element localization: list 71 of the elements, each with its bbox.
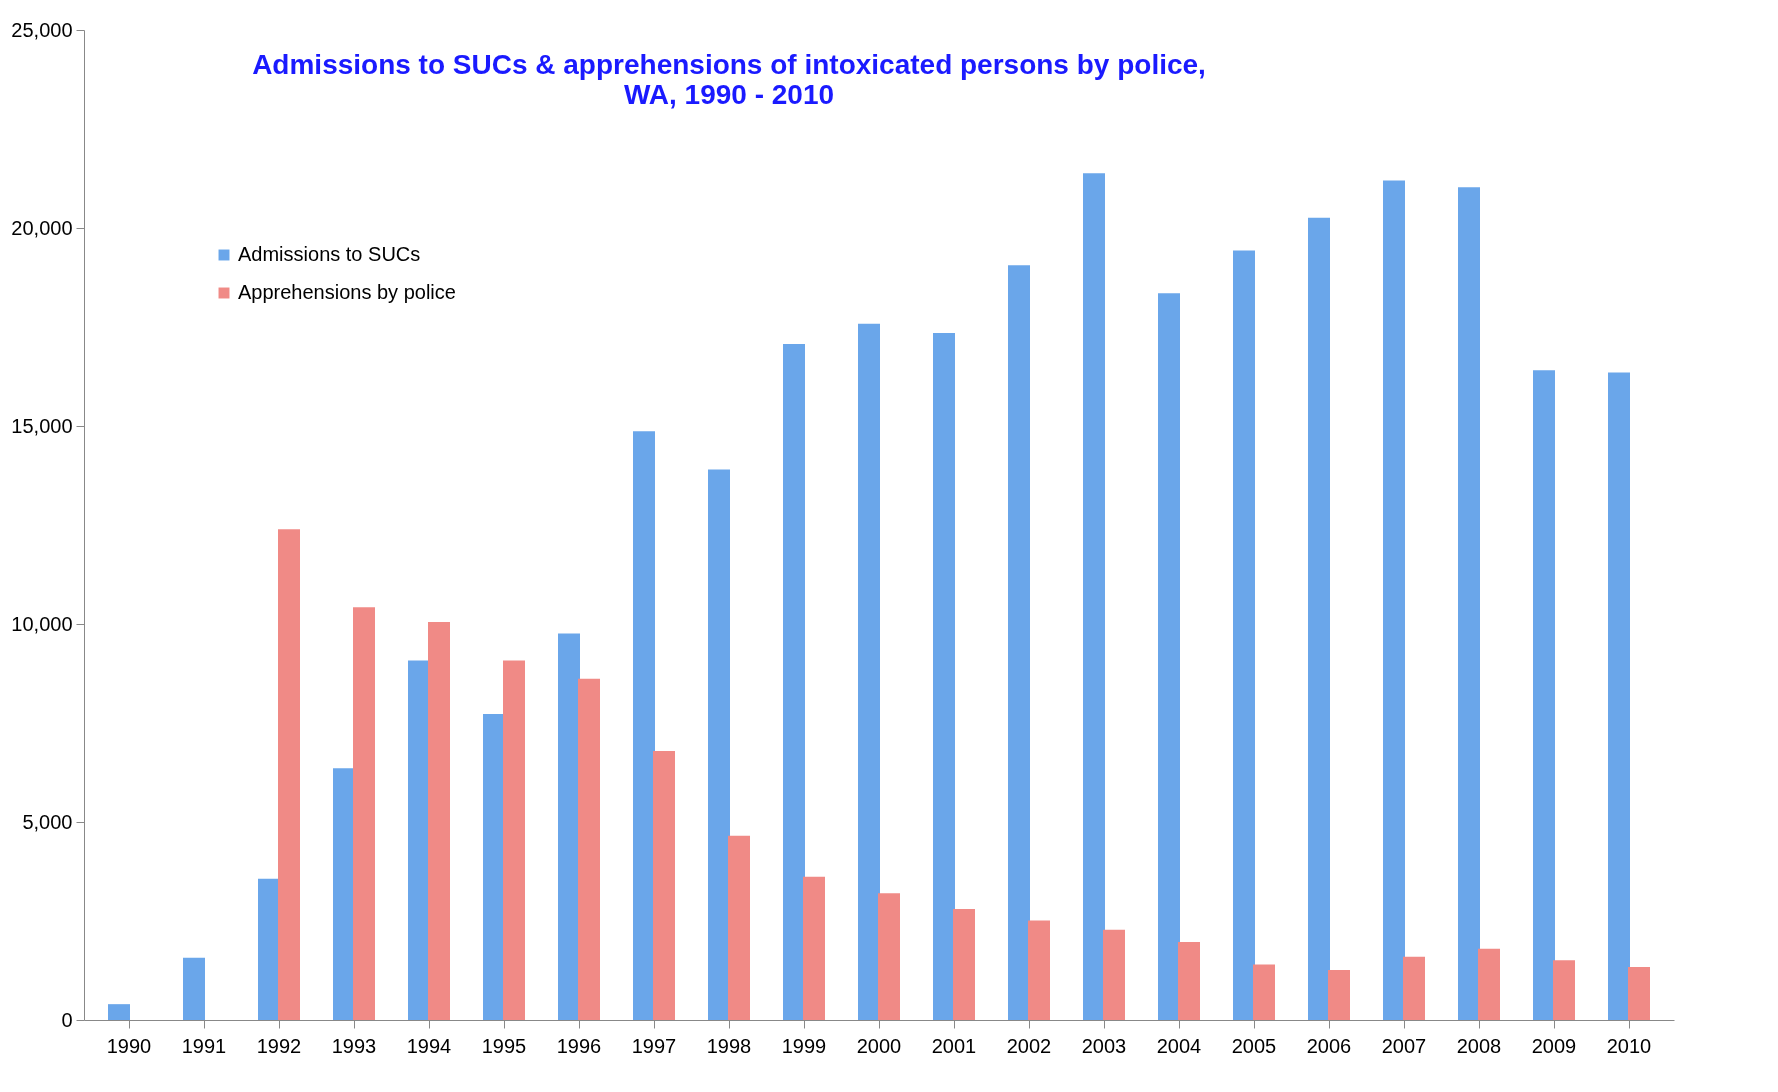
bar	[933, 332, 955, 1020]
bar	[1383, 180, 1405, 1020]
bar	[1083, 173, 1105, 1020]
bar	[1328, 970, 1350, 1020]
x-tick-label: 2007	[1381, 1034, 1427, 1057]
x-tick-label: 2002	[1006, 1034, 1052, 1057]
bar	[1458, 187, 1480, 1020]
x-tick-label: 2010	[1606, 1034, 1652, 1057]
bar	[428, 622, 450, 1020]
bar	[503, 660, 525, 1020]
x-tick-label: 2001	[931, 1034, 977, 1057]
bar	[278, 529, 300, 1020]
x-tick-label: 1998	[706, 1034, 752, 1057]
y-tick-label: 5,000	[22, 810, 73, 833]
bar	[803, 876, 825, 1020]
x-tick-label: 2005	[1231, 1034, 1277, 1057]
bar	[1028, 920, 1050, 1020]
bar	[408, 660, 430, 1020]
x-tick-label: 1996	[556, 1034, 602, 1057]
x-tick-label: 2003	[1081, 1034, 1127, 1057]
bar	[1608, 372, 1630, 1020]
legend-label: Admissions to SUCs	[238, 243, 421, 265]
bar	[258, 878, 280, 1020]
bar	[558, 633, 580, 1020]
x-tick-label: 2009	[1531, 1034, 1577, 1057]
bar	[1158, 293, 1180, 1020]
x-tick-label: 2006	[1306, 1034, 1352, 1057]
x-tick-label: 2008	[1456, 1034, 1502, 1057]
y-tick-label: 15,000	[11, 414, 73, 437]
bar	[1308, 217, 1330, 1020]
y-tick-label: 10,000	[11, 612, 73, 635]
x-tick-label: 1997	[631, 1034, 677, 1057]
bar	[633, 431, 655, 1020]
x-tick-label: 1993	[331, 1034, 377, 1057]
bar	[483, 713, 505, 1020]
bar	[353, 607, 375, 1020]
bar	[108, 1004, 130, 1020]
x-tick-label: 2000	[856, 1034, 902, 1057]
bar	[1628, 966, 1650, 1020]
x-tick-label: 2004	[1156, 1034, 1202, 1057]
bar	[1008, 265, 1030, 1020]
bar	[1533, 370, 1555, 1020]
bar	[783, 344, 805, 1020]
bar	[1178, 941, 1200, 1020]
bar	[953, 909, 975, 1020]
x-tick-label: 1999	[781, 1034, 827, 1057]
bar	[653, 751, 675, 1020]
bar	[708, 469, 730, 1020]
bar	[1403, 956, 1425, 1020]
legend-label: Apprehensions by police	[238, 281, 456, 303]
bar	[1553, 960, 1575, 1020]
bar	[578, 678, 600, 1020]
x-tick-label: 1994	[406, 1034, 452, 1057]
text: WA, 1990 - 2010	[623, 79, 835, 110]
x-tick-label: 1995	[481, 1034, 527, 1057]
y-tick-label: 20,000	[11, 216, 73, 239]
bar	[333, 768, 355, 1020]
bar	[858, 323, 880, 1020]
bar	[728, 835, 750, 1020]
x-tick-label: 1991	[181, 1034, 227, 1057]
bar	[878, 893, 900, 1020]
bar	[183, 957, 205, 1020]
y-tick-label: 0	[61, 1008, 73, 1031]
text: Admissions to SUCs & apprehensions of intoxicated persons by police,	[252, 49, 1206, 80]
x-tick-label: 1990	[106, 1034, 152, 1057]
x-tick-label: 1992	[256, 1034, 302, 1057]
bar	[1103, 929, 1125, 1020]
bar	[1478, 948, 1500, 1020]
bar	[1233, 250, 1255, 1020]
bar	[1253, 964, 1275, 1020]
y-tick-label: 25,000	[11, 18, 73, 41]
